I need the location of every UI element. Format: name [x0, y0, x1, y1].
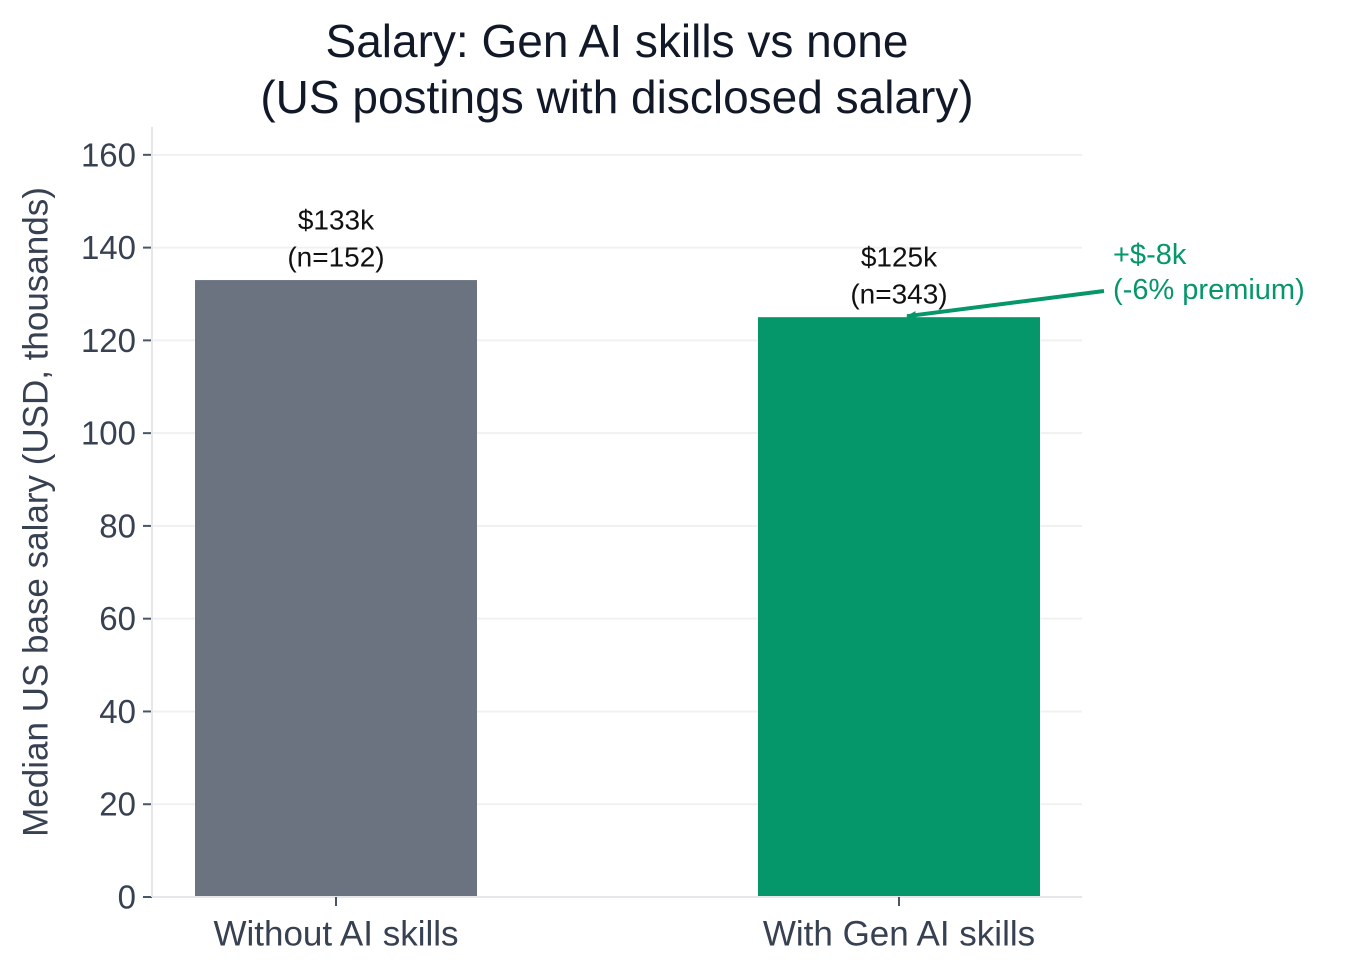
bar-with-gen-ai	[758, 317, 1040, 897]
data-label-count: (n=152)	[287, 242, 384, 273]
bar-without-ai	[195, 280, 477, 898]
data-label-value: $133k	[298, 205, 375, 236]
y-tick-label: 20	[99, 786, 136, 823]
bars	[195, 280, 1040, 898]
x-tick-label: Without AI skills	[213, 915, 458, 954]
y-tick-label: 0	[118, 879, 136, 916]
data-label-count: (n=343)	[850, 279, 947, 310]
y-tick-label: 100	[81, 415, 136, 452]
y-tick-label: 60	[99, 600, 136, 637]
y-tick-label: 160	[81, 136, 136, 173]
annotation: +$-8k(-6% premium)	[906, 239, 1305, 320]
x-tick-label: With Gen AI skills	[763, 915, 1035, 954]
y-tick-label: 40	[99, 693, 136, 730]
annotation-line-1: +$-8k	[1113, 239, 1187, 271]
data-labels: $133k (n=152) $125k (n=343)	[287, 205, 947, 310]
y-tick-label: 120	[81, 322, 136, 359]
axes: 0 20 40 60 80 100 120 140 160 Without AI skills Wi…	[17, 127, 1082, 954]
y-tick-label: 140	[81, 229, 136, 266]
annotation-arrow	[906, 289, 1105, 320]
y-tick-label: 80	[99, 507, 136, 544]
data-label-value: $125k	[861, 242, 938, 273]
chart-title-line: Salary: Gen AI skills vs none	[326, 15, 909, 67]
annotation-line-2: (-6% premium)	[1113, 274, 1305, 306]
y-axis-label: Median US base salary (USD, thousands)	[17, 187, 56, 837]
chart-title: Salary: Gen AI skills vs none(US posting…	[260, 15, 973, 123]
chart-title-line: (US postings with disclosed salary)	[260, 71, 973, 123]
